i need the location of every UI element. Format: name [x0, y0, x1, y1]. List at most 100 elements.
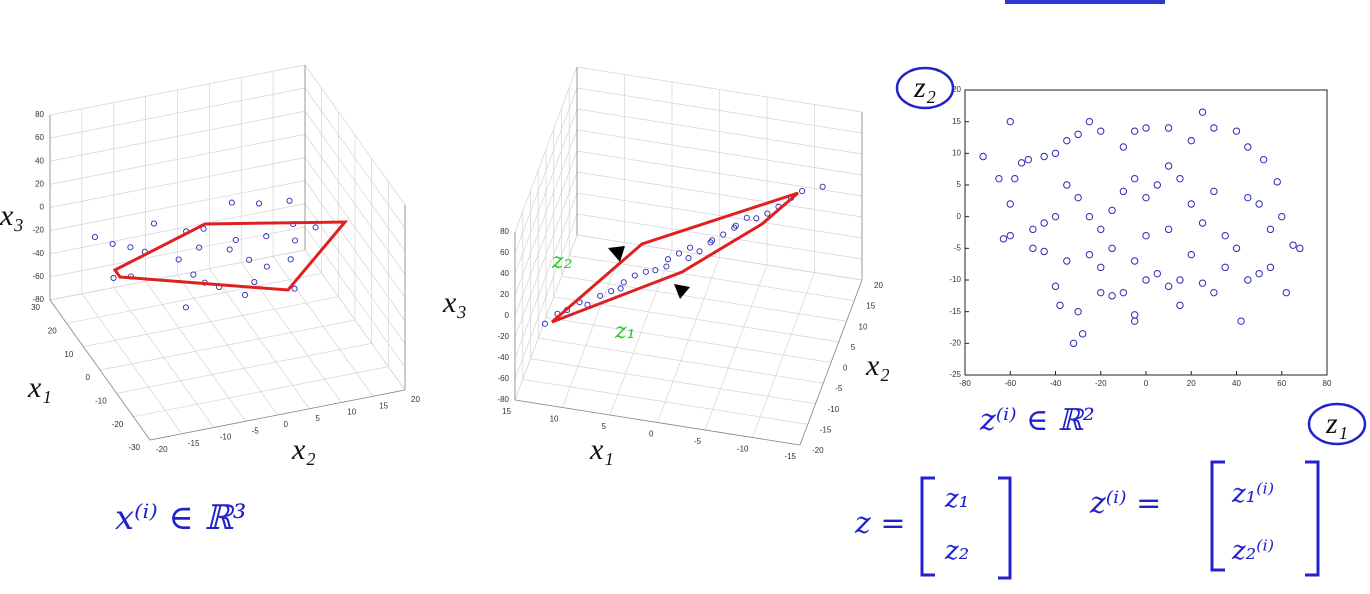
grid-line: [49, 203, 306, 255]
point: [675, 250, 683, 257]
point: [1069, 339, 1078, 348]
point: [291, 285, 298, 292]
grid-line: [177, 274, 278, 416]
point: [1011, 174, 1019, 183]
point: [109, 240, 116, 247]
point: [617, 285, 624, 292]
grid-line: [514, 66, 578, 233]
point: [1040, 152, 1048, 161]
point: [263, 263, 270, 270]
y-axis-label: x₂: [291, 433, 316, 466]
point: [1266, 225, 1275, 234]
point: [1130, 317, 1139, 325]
grid-line: [240, 262, 342, 403]
z-tick-label: 20: [35, 179, 44, 188]
y-tick-label: 15: [866, 302, 875, 311]
point: [541, 320, 548, 327]
point: [182, 304, 189, 311]
point: [1237, 317, 1245, 325]
y-axis-label: x₂: [865, 349, 890, 382]
arrow-label: z₂: [551, 249, 572, 274]
point: [255, 200, 263, 207]
grid-line: [576, 129, 863, 176]
x-tick-label: 10: [64, 350, 73, 359]
y-tick-label: 20: [874, 281, 883, 290]
point: [1085, 212, 1094, 221]
grid-line: [514, 87, 578, 254]
point: [663, 263, 670, 270]
grid-line: [545, 317, 832, 363]
z-tick-label: -60: [32, 272, 44, 281]
grid-line: [81, 293, 183, 434]
y-tick-label: -20: [949, 338, 961, 347]
point: [1063, 181, 1071, 189]
point: [1130, 127, 1139, 135]
point: [1051, 149, 1060, 158]
y-tick-label: -15: [820, 425, 832, 434]
point: [175, 256, 182, 263]
y-tick-label: -10: [828, 405, 840, 414]
point: [263, 233, 270, 240]
point: [1097, 263, 1105, 272]
y-tick-label: 5: [315, 414, 320, 423]
point: [1266, 263, 1275, 272]
point: [1085, 250, 1094, 259]
point: [1164, 225, 1173, 234]
point: [1296, 244, 1304, 253]
point: [1130, 257, 1139, 265]
y-tick-label: -25: [949, 370, 961, 379]
grid-line: [576, 108, 863, 155]
point: [696, 248, 703, 255]
point: [720, 231, 727, 238]
point: [1119, 143, 1128, 151]
axis-annotation: z₂: [913, 71, 936, 104]
point: [1097, 225, 1105, 234]
x-tick-label: -15: [784, 452, 796, 461]
point: [1221, 231, 1229, 240]
grid-line: [49, 64, 306, 116]
y-tick-label: -20: [156, 445, 168, 454]
point: [1074, 193, 1082, 202]
point: [1063, 136, 1071, 145]
grid-line: [304, 64, 406, 206]
point: [1221, 263, 1229, 272]
x-axis-label: x₁: [589, 433, 614, 466]
point: [1282, 288, 1290, 297]
point: [652, 267, 659, 274]
point: [292, 237, 299, 244]
y-tick-label: -20: [812, 446, 824, 455]
x-tick-label: -10: [737, 445, 749, 454]
point: [1017, 159, 1026, 167]
grid-line: [576, 213, 863, 260]
y-tick-label: -5: [252, 426, 260, 435]
point: [664, 256, 672, 263]
grid-line: [49, 87, 306, 139]
axis-annotation: z₁: [1325, 407, 1348, 440]
grid-line: [49, 180, 306, 231]
grid-line: [49, 110, 306, 162]
point: [196, 244, 203, 251]
grid-line: [569, 255, 855, 301]
point: [1085, 117, 1094, 126]
x-tick-label: 0: [649, 430, 654, 439]
x-tick-label: -10: [95, 396, 107, 405]
grid-line: [514, 192, 578, 359]
point: [1108, 292, 1116, 300]
point: [1063, 257, 1071, 265]
x-tick-label: -20: [1095, 379, 1107, 388]
x-tick-label: 30: [31, 303, 40, 312]
point: [1176, 301, 1184, 310]
y-tick-label: 0: [957, 212, 962, 221]
z-tick-label: -80: [497, 395, 509, 404]
grid-line: [304, 157, 406, 298]
grid-line: [576, 66, 863, 113]
y-tick-label: -10: [220, 433, 232, 442]
point: [1278, 212, 1286, 221]
grid-line: [49, 134, 306, 185]
y-tick-label: 15: [379, 401, 388, 410]
y-tick-label: 0: [284, 420, 289, 429]
z-tick-label: 60: [35, 133, 44, 142]
grid-line: [576, 150, 863, 197]
grid-line: [209, 268, 310, 409]
